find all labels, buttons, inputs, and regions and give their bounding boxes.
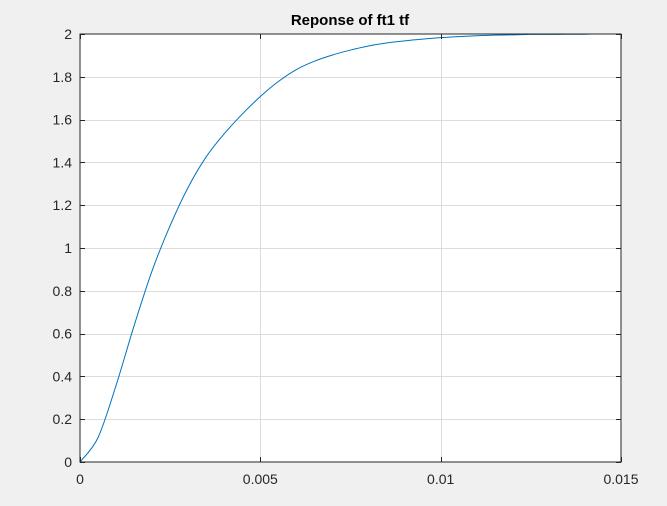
y-tick-label: 2 xyxy=(64,26,72,42)
x-tick-label: 0.005 xyxy=(243,471,278,487)
y-tick-label: 0 xyxy=(64,454,72,470)
y-tick-label: 0.4 xyxy=(53,368,73,384)
series-line xyxy=(79,33,593,463)
y-tick-label: 1 xyxy=(64,240,72,256)
y-tick-label: 1.4 xyxy=(53,154,73,170)
x-tick-labels: 0 0.005 0.01 0.015 xyxy=(76,471,639,487)
grid xyxy=(80,34,621,462)
chart-title: Reponse of ft1 tf xyxy=(291,12,410,29)
y-tick-label: 0.8 xyxy=(53,283,73,299)
y-tick-label: 1.2 xyxy=(53,197,73,213)
y-tick-label: 1.6 xyxy=(53,112,73,128)
y-tick-label: 0.6 xyxy=(53,326,73,342)
x-tick-label: 0 xyxy=(76,471,84,487)
x-tick-label: 0.01 xyxy=(427,471,454,487)
tick-marks xyxy=(80,34,622,463)
series-layer xyxy=(79,33,593,463)
y-tick-label: 0.2 xyxy=(53,411,73,427)
y-tick-labels: 0 0.2 0.4 0.6 0.8 1 1.2 1.4 1.6 1.8 2 xyxy=(53,26,73,470)
x-tick-label: 0.015 xyxy=(603,471,638,487)
y-tick-label: 1.8 xyxy=(53,69,73,85)
